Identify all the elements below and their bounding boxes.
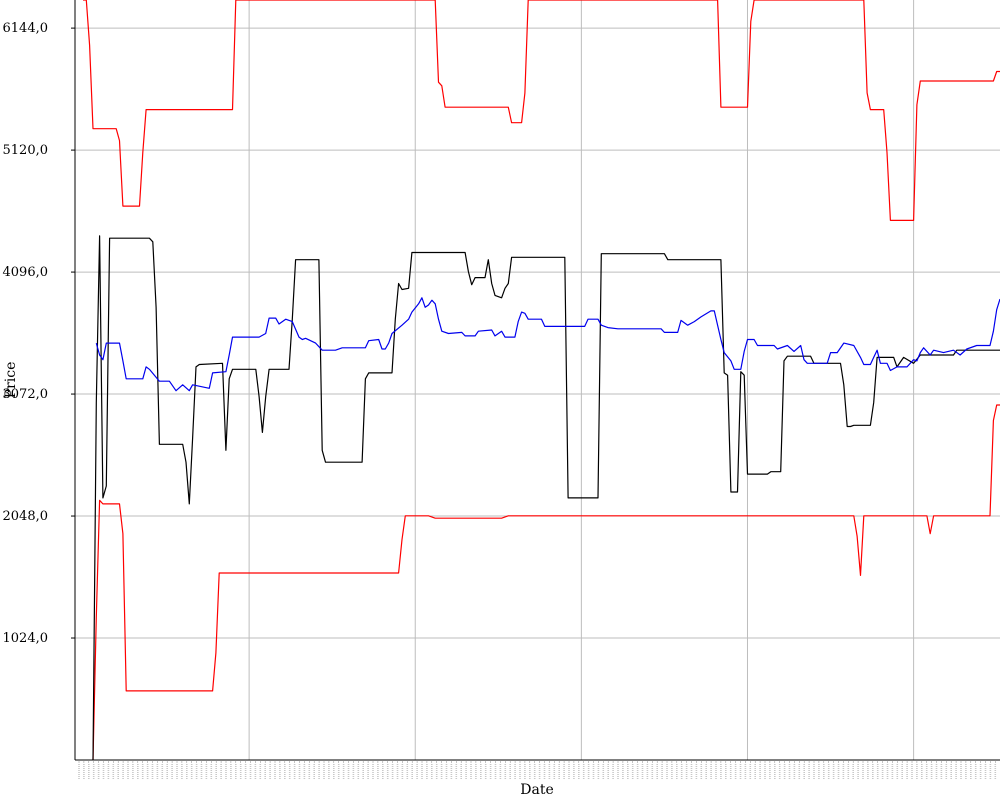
series-line-4: [95, 297, 1000, 392]
series-line-2: [92, 404, 1000, 761]
x-axis-label: Date: [520, 782, 553, 798]
series-line-1: [83, 0, 1000, 221]
y-tick-labels: 1024,0 2048,0 3072,0 4096,0 5120,0 6144,0: [3, 21, 75, 646]
series-line-3: [92, 235, 1000, 761]
axis-layer: [74, 0, 1000, 761]
x-tick-labels: [78, 760, 997, 780]
y-tick-label: 6144,0: [3, 21, 49, 36]
y-tick-label: 2048,0: [3, 509, 49, 524]
y-tick-label: 4096,0: [3, 265, 49, 280]
y-tick-label: 1024,0: [3, 631, 49, 646]
y-axis-label: Price: [3, 362, 19, 399]
series-layer: [83, 0, 1000, 761]
grid-layer: [75, 0, 1000, 760]
y-tick-label: 3072,0: [3, 387, 49, 402]
y-tick-label: 5120,0: [3, 143, 49, 158]
